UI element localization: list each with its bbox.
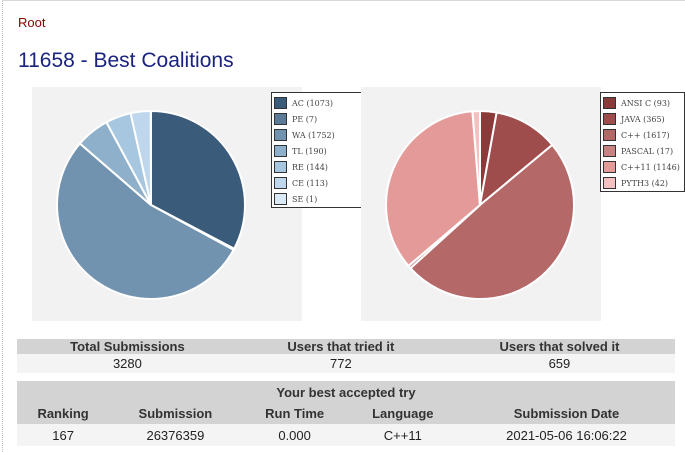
verdict-slice-0 bbox=[150, 109, 246, 251]
best-header-submission: Submission bbox=[109, 403, 242, 424]
verdict-legend-label: PE (7) bbox=[292, 114, 318, 124]
verdict-legend-swatch bbox=[274, 177, 287, 189]
language-legend-item: C++11 (1146) bbox=[601, 159, 684, 175]
stats-value-total: 3280 bbox=[17, 354, 238, 373]
verdict-legend-label: SE (1) bbox=[292, 194, 318, 204]
stats-header-total: Total Submissions bbox=[17, 339, 238, 354]
verdict-pie-chart bbox=[32, 87, 302, 321]
language-legend-label: JAVA (365) bbox=[621, 114, 665, 124]
language-legend-swatch bbox=[603, 177, 616, 189]
best-runtime-value: 0.000 bbox=[241, 424, 348, 446]
page-top-border bbox=[2, 0, 685, 1]
language-legend-swatch bbox=[603, 129, 616, 141]
best-language-value: C++11 bbox=[347, 424, 458, 446]
language-legend-item: PYTH3 (42) bbox=[601, 175, 684, 191]
stats-value-tried: 772 bbox=[237, 354, 444, 373]
best-header-ranking: Ranking bbox=[17, 403, 110, 424]
language-legend-item: JAVA (365) bbox=[601, 111, 684, 127]
best-header-language: Language bbox=[347, 403, 458, 424]
verdict-legend-swatch bbox=[274, 161, 287, 173]
best-submission-link[interactable]: 26376359 bbox=[109, 424, 242, 446]
language-legend-item: ANSI C (93) bbox=[601, 95, 684, 111]
verdict-legend-item: CE (113) bbox=[272, 175, 365, 191]
verdict-legend-label: AC (1073) bbox=[292, 98, 334, 108]
language-slice-5 bbox=[471, 109, 481, 206]
verdict-legend-label: CE (113) bbox=[292, 178, 329, 188]
stats-header-tried: Users that tried it bbox=[237, 339, 444, 354]
best-ranking-value: 167 bbox=[17, 424, 110, 446]
verdict-legend-item: SE (1) bbox=[272, 191, 365, 207]
verdict-legend-label: TL (190) bbox=[292, 146, 327, 156]
verdict-pie-svg bbox=[56, 109, 246, 300]
page-left-border bbox=[2, 0, 3, 452]
verdict-legend-swatch bbox=[274, 145, 287, 157]
verdict-legend-item: RE (144) bbox=[272, 159, 365, 175]
breadcrumb-root-link[interactable]: Root bbox=[18, 15, 46, 30]
verdict-slice-2 bbox=[56, 142, 235, 300]
best-try-table: Your best accepted try Ranking Submissio… bbox=[17, 381, 675, 446]
language-pie-svg bbox=[385, 109, 575, 300]
verdict-legend-item: TL (190) bbox=[272, 143, 365, 159]
verdict-legend-label: RE (144) bbox=[292, 162, 328, 172]
language-legend: ANSI C (93) JAVA (365) C++ (1617) PASCAL (1… bbox=[600, 92, 685, 192]
stats-header-solved: Users that solved it bbox=[443, 339, 675, 354]
page-title: 11658 - Best Coalitions bbox=[18, 49, 234, 72]
verdict-legend-item: AC (1073) bbox=[272, 95, 365, 111]
verdict-legend-item: PE (7) bbox=[272, 111, 365, 127]
language-legend-swatch bbox=[603, 161, 616, 173]
verdict-legend-swatch bbox=[274, 113, 287, 125]
language-slice-2 bbox=[409, 143, 575, 300]
verdict-legend-label: WA (1752) bbox=[292, 130, 335, 140]
language-legend-swatch bbox=[603, 97, 616, 109]
language-legend-swatch bbox=[603, 145, 616, 157]
language-legend-label: C++ (1617) bbox=[621, 130, 670, 140]
language-pie-chart bbox=[361, 87, 601, 321]
stats-table: Total Submissions Users that tried it Us… bbox=[17, 339, 675, 373]
language-legend-item: PASCAL (17) bbox=[601, 143, 684, 159]
language-legend-label: PASCAL (17) bbox=[621, 146, 674, 156]
language-legend-swatch bbox=[603, 113, 616, 125]
verdict-legend-swatch bbox=[274, 193, 287, 205]
best-header-runtime: Run Time bbox=[241, 403, 348, 424]
language-slice-1 bbox=[478, 111, 554, 208]
language-legend-label: C++11 (1146) bbox=[621, 162, 680, 172]
best-try-caption: Your best accepted try bbox=[17, 381, 675, 403]
verdict-legend-swatch bbox=[274, 129, 287, 141]
stats-value-solved: 659 bbox=[443, 354, 675, 373]
language-legend-item: C++ (1617) bbox=[601, 127, 684, 143]
best-header-date: Submission Date bbox=[458, 403, 675, 424]
verdict-legend-swatch bbox=[274, 97, 287, 109]
verdict-legend: AC (1073) PE (7) WA (1752) TL (190) RE (144)… bbox=[271, 92, 366, 208]
verdict-legend-item: WA (1752) bbox=[272, 127, 365, 143]
language-legend-label: ANSI C (93) bbox=[621, 98, 671, 108]
language-legend-label: PYTH3 (42) bbox=[621, 178, 669, 188]
language-slice-4 bbox=[385, 110, 482, 268]
best-date-value: 2021-05-06 16:06:22 bbox=[458, 424, 675, 446]
